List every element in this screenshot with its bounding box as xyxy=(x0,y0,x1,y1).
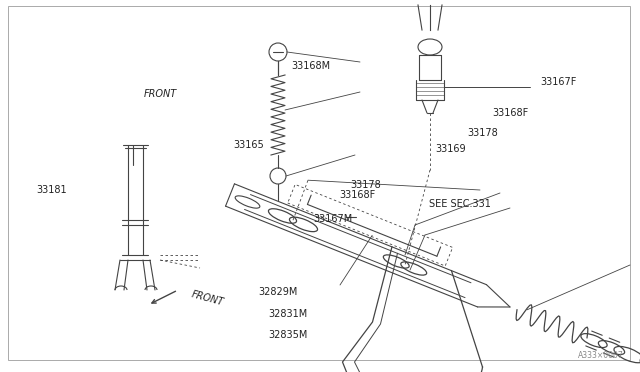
Text: 33167F: 33167F xyxy=(541,77,577,87)
Text: 33169: 33169 xyxy=(435,144,466,154)
Text: 33168F: 33168F xyxy=(339,190,376,200)
Text: 33181: 33181 xyxy=(36,185,67,195)
Text: FRONT: FRONT xyxy=(144,89,177,99)
Text: FRONT: FRONT xyxy=(190,289,225,307)
Text: SEE SEC.331: SEE SEC.331 xyxy=(429,199,491,209)
Text: 33165: 33165 xyxy=(234,140,264,150)
Text: 32831M: 32831M xyxy=(269,310,308,319)
Text: 32829M: 32829M xyxy=(258,287,298,297)
Text: 33167M: 33167M xyxy=(314,215,353,224)
Text: 33178: 33178 xyxy=(350,180,381,190)
Text: 32835M: 32835M xyxy=(269,330,308,340)
Text: 33168M: 33168M xyxy=(291,61,330,71)
Text: A333×0007: A333×0007 xyxy=(579,351,624,360)
Text: 33168F: 33168F xyxy=(493,109,529,118)
Text: 33178: 33178 xyxy=(467,128,498,138)
